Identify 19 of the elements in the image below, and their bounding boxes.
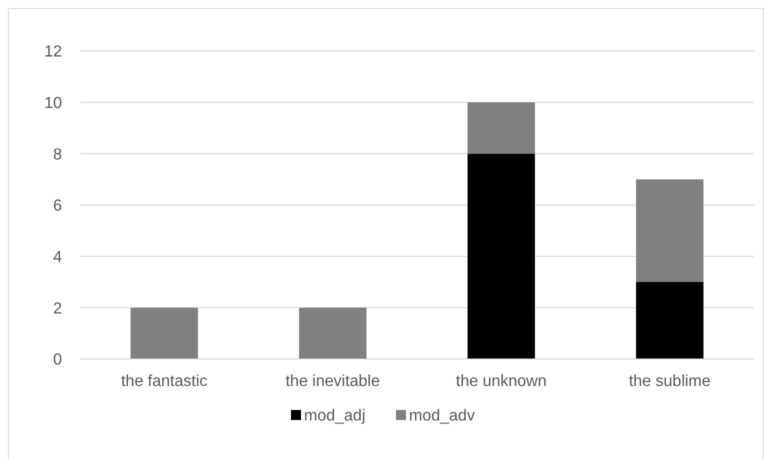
y-tick-label: 0 [53, 352, 62, 369]
x-tick-label: the inevitable [286, 373, 380, 390]
x-tick-label: the fantastic [121, 373, 208, 390]
y-tick-label: 12 [44, 44, 62, 61]
y-tick-label: 8 [53, 146, 62, 164]
y-tick-label: 6 [53, 198, 62, 215]
x-tick-label: the sublime [628, 373, 711, 390]
bar [636, 282, 704, 359]
bar [468, 154, 535, 359]
bar [130, 308, 198, 359]
y-tick-label: 2 [53, 300, 62, 318]
legend-label: mod_adj [304, 408, 366, 425]
bar [636, 179, 704, 282]
y-tick-label: 4 [53, 248, 62, 266]
x-tick-label: the unknown [456, 373, 547, 390]
legend-label: mod_adv [409, 408, 475, 425]
bar [299, 308, 366, 359]
bar [468, 102, 535, 154]
y-tick-label: 10 [44, 94, 62, 112]
